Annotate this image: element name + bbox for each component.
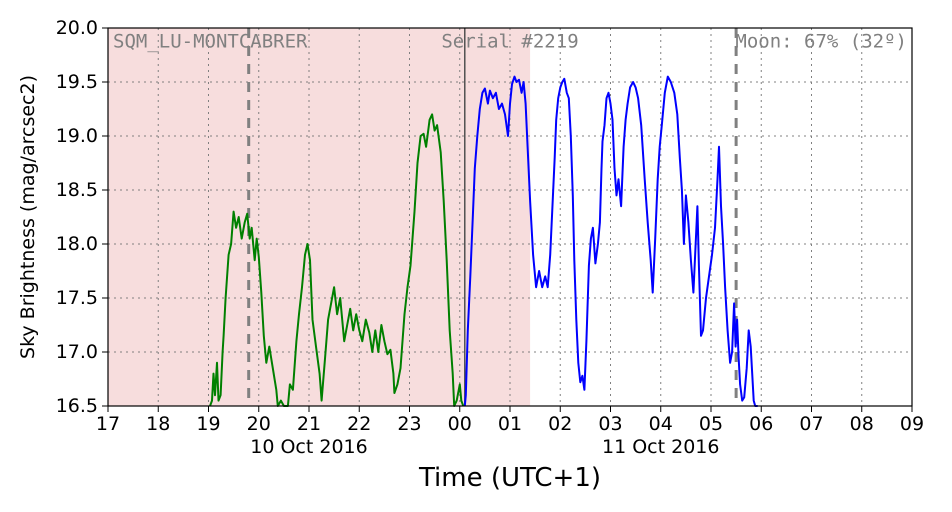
x-tick-label: 00: [448, 413, 472, 435]
x-tick-label: 06: [749, 413, 773, 435]
x-tick-label: 09: [900, 413, 924, 435]
x-tick-label: 05: [699, 413, 723, 435]
y-tick-label: 16.5: [56, 395, 98, 417]
sky-brightness-chart: 17 18 19 20 21 22 23 00 01 02 03 04 05 06 07 08 09 10 Oct…: [0, 0, 952, 512]
x-tick-label: 03: [598, 413, 622, 435]
x-date-label: 10 Oct 2016: [250, 436, 367, 458]
annotation-text: Serial #2219: [441, 30, 578, 52]
annotation-text: Moon: 67% (32º): [735, 30, 907, 52]
x-tick-label: 19: [196, 413, 220, 435]
x-tick-label: 04: [649, 413, 673, 435]
x-tick-label: 07: [799, 413, 823, 435]
y-tick-label: 17.5: [56, 287, 98, 309]
y-tick-label: 18.5: [56, 179, 98, 201]
y-tick-label: 18.0: [56, 233, 98, 255]
y-axis-label: Sky Brightness (mag/arcsec2): [17, 75, 39, 359]
x-tick-label: 22: [347, 413, 371, 435]
y-tick-label: 20.0: [56, 17, 98, 39]
x-tick-label: 20: [247, 413, 271, 435]
y-tick-label: 19.5: [56, 71, 98, 93]
y-tick-label: 17.0: [56, 341, 98, 363]
annotation-text: SQM_LU-MONTCABRER: [113, 30, 308, 52]
x-tick-label: 23: [397, 413, 421, 435]
x-tick-label: 21: [297, 413, 321, 435]
x-tick-label: 02: [548, 413, 572, 435]
x-tick-label: 01: [498, 413, 522, 435]
x-tick-label: 08: [850, 413, 874, 435]
x-date-label: 11 Oct 2016: [602, 436, 719, 458]
x-tick-label: 17: [96, 413, 120, 435]
y-tick-label: 19.0: [56, 125, 98, 147]
x-axis-label: Time (UTC+1): [418, 463, 601, 493]
x-tick-label: 18: [146, 413, 170, 435]
